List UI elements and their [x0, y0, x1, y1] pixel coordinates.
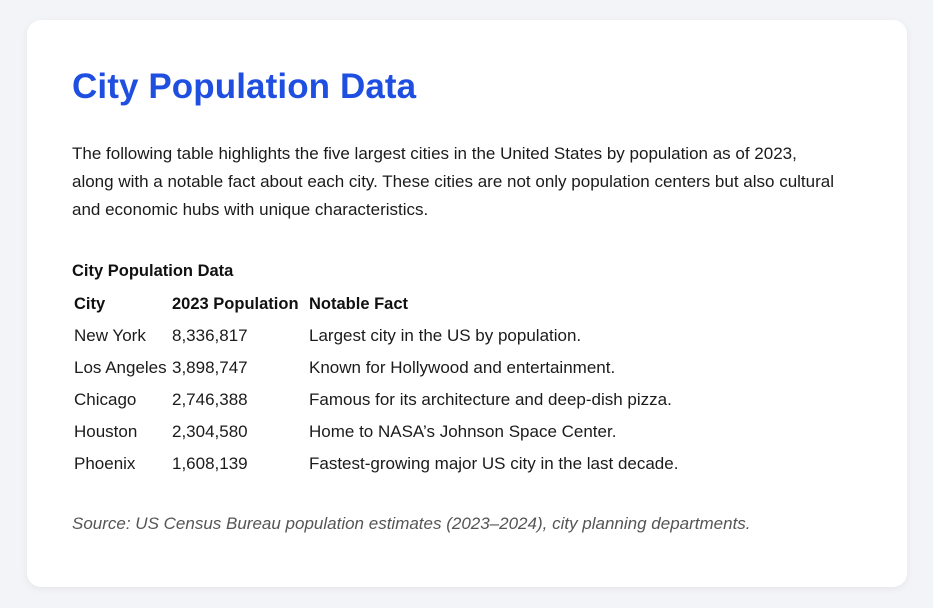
header-population: 2023 Population	[172, 294, 299, 313]
cell-city: New York	[74, 326, 146, 345]
intro-paragraph: The following table highlights the five …	[72, 144, 835, 219]
table-row: New York 8,336,817 Largest city in the U…	[72, 320, 680, 352]
cell-population: 2,746,388	[172, 390, 248, 409]
cell-city: Los Angeles	[74, 358, 167, 377]
cell-population: 1,608,139	[172, 454, 248, 473]
cell-notable-fact: Famous for its architecture and deep-dis…	[309, 390, 672, 409]
header-city: City	[74, 294, 106, 313]
header-notable-fact: Notable Fact	[309, 294, 409, 313]
table-row: Los Angeles 3,898,747 Known for Hollywoo…	[72, 352, 680, 384]
cell-notable-fact: Fastest-growing major US city in the las…	[309, 454, 679, 473]
source-note: Source: US Census Bureau population esti…	[72, 514, 751, 533]
cell-population: 2,304,580	[172, 422, 248, 441]
cell-city: Chicago	[74, 390, 137, 409]
cell-city: Phoenix	[74, 454, 136, 473]
cell-population: 3,898,747	[172, 358, 248, 377]
table-row: Houston 2,304,580 Home to NASA’s Johnson…	[72, 416, 680, 448]
table-row: Chicago 2,746,388 Famous for its archite…	[72, 384, 680, 416]
cell-population: 8,336,817	[172, 326, 248, 345]
cell-notable-fact: Largest city in the US by population.	[309, 326, 582, 345]
table-header-row: City 2023 Population Notable Fact	[72, 288, 680, 320]
page-title: City Population Data	[72, 67, 417, 106]
table-row: Phoenix 1,608,139 Fastest-growing major …	[72, 448, 680, 480]
cell-notable-fact: Known for Hollywood and entertainment.	[309, 358, 616, 377]
table-caption: City Population Data	[72, 262, 234, 280]
cell-notable-fact: Home to NASA’s Johnson Space Center.	[309, 422, 617, 441]
city-population-table: City 2023 Population Notable Fact New Yo…	[72, 288, 680, 480]
content-card: City Population Data The following table…	[27, 20, 907, 587]
cell-city: Houston	[74, 422, 138, 441]
